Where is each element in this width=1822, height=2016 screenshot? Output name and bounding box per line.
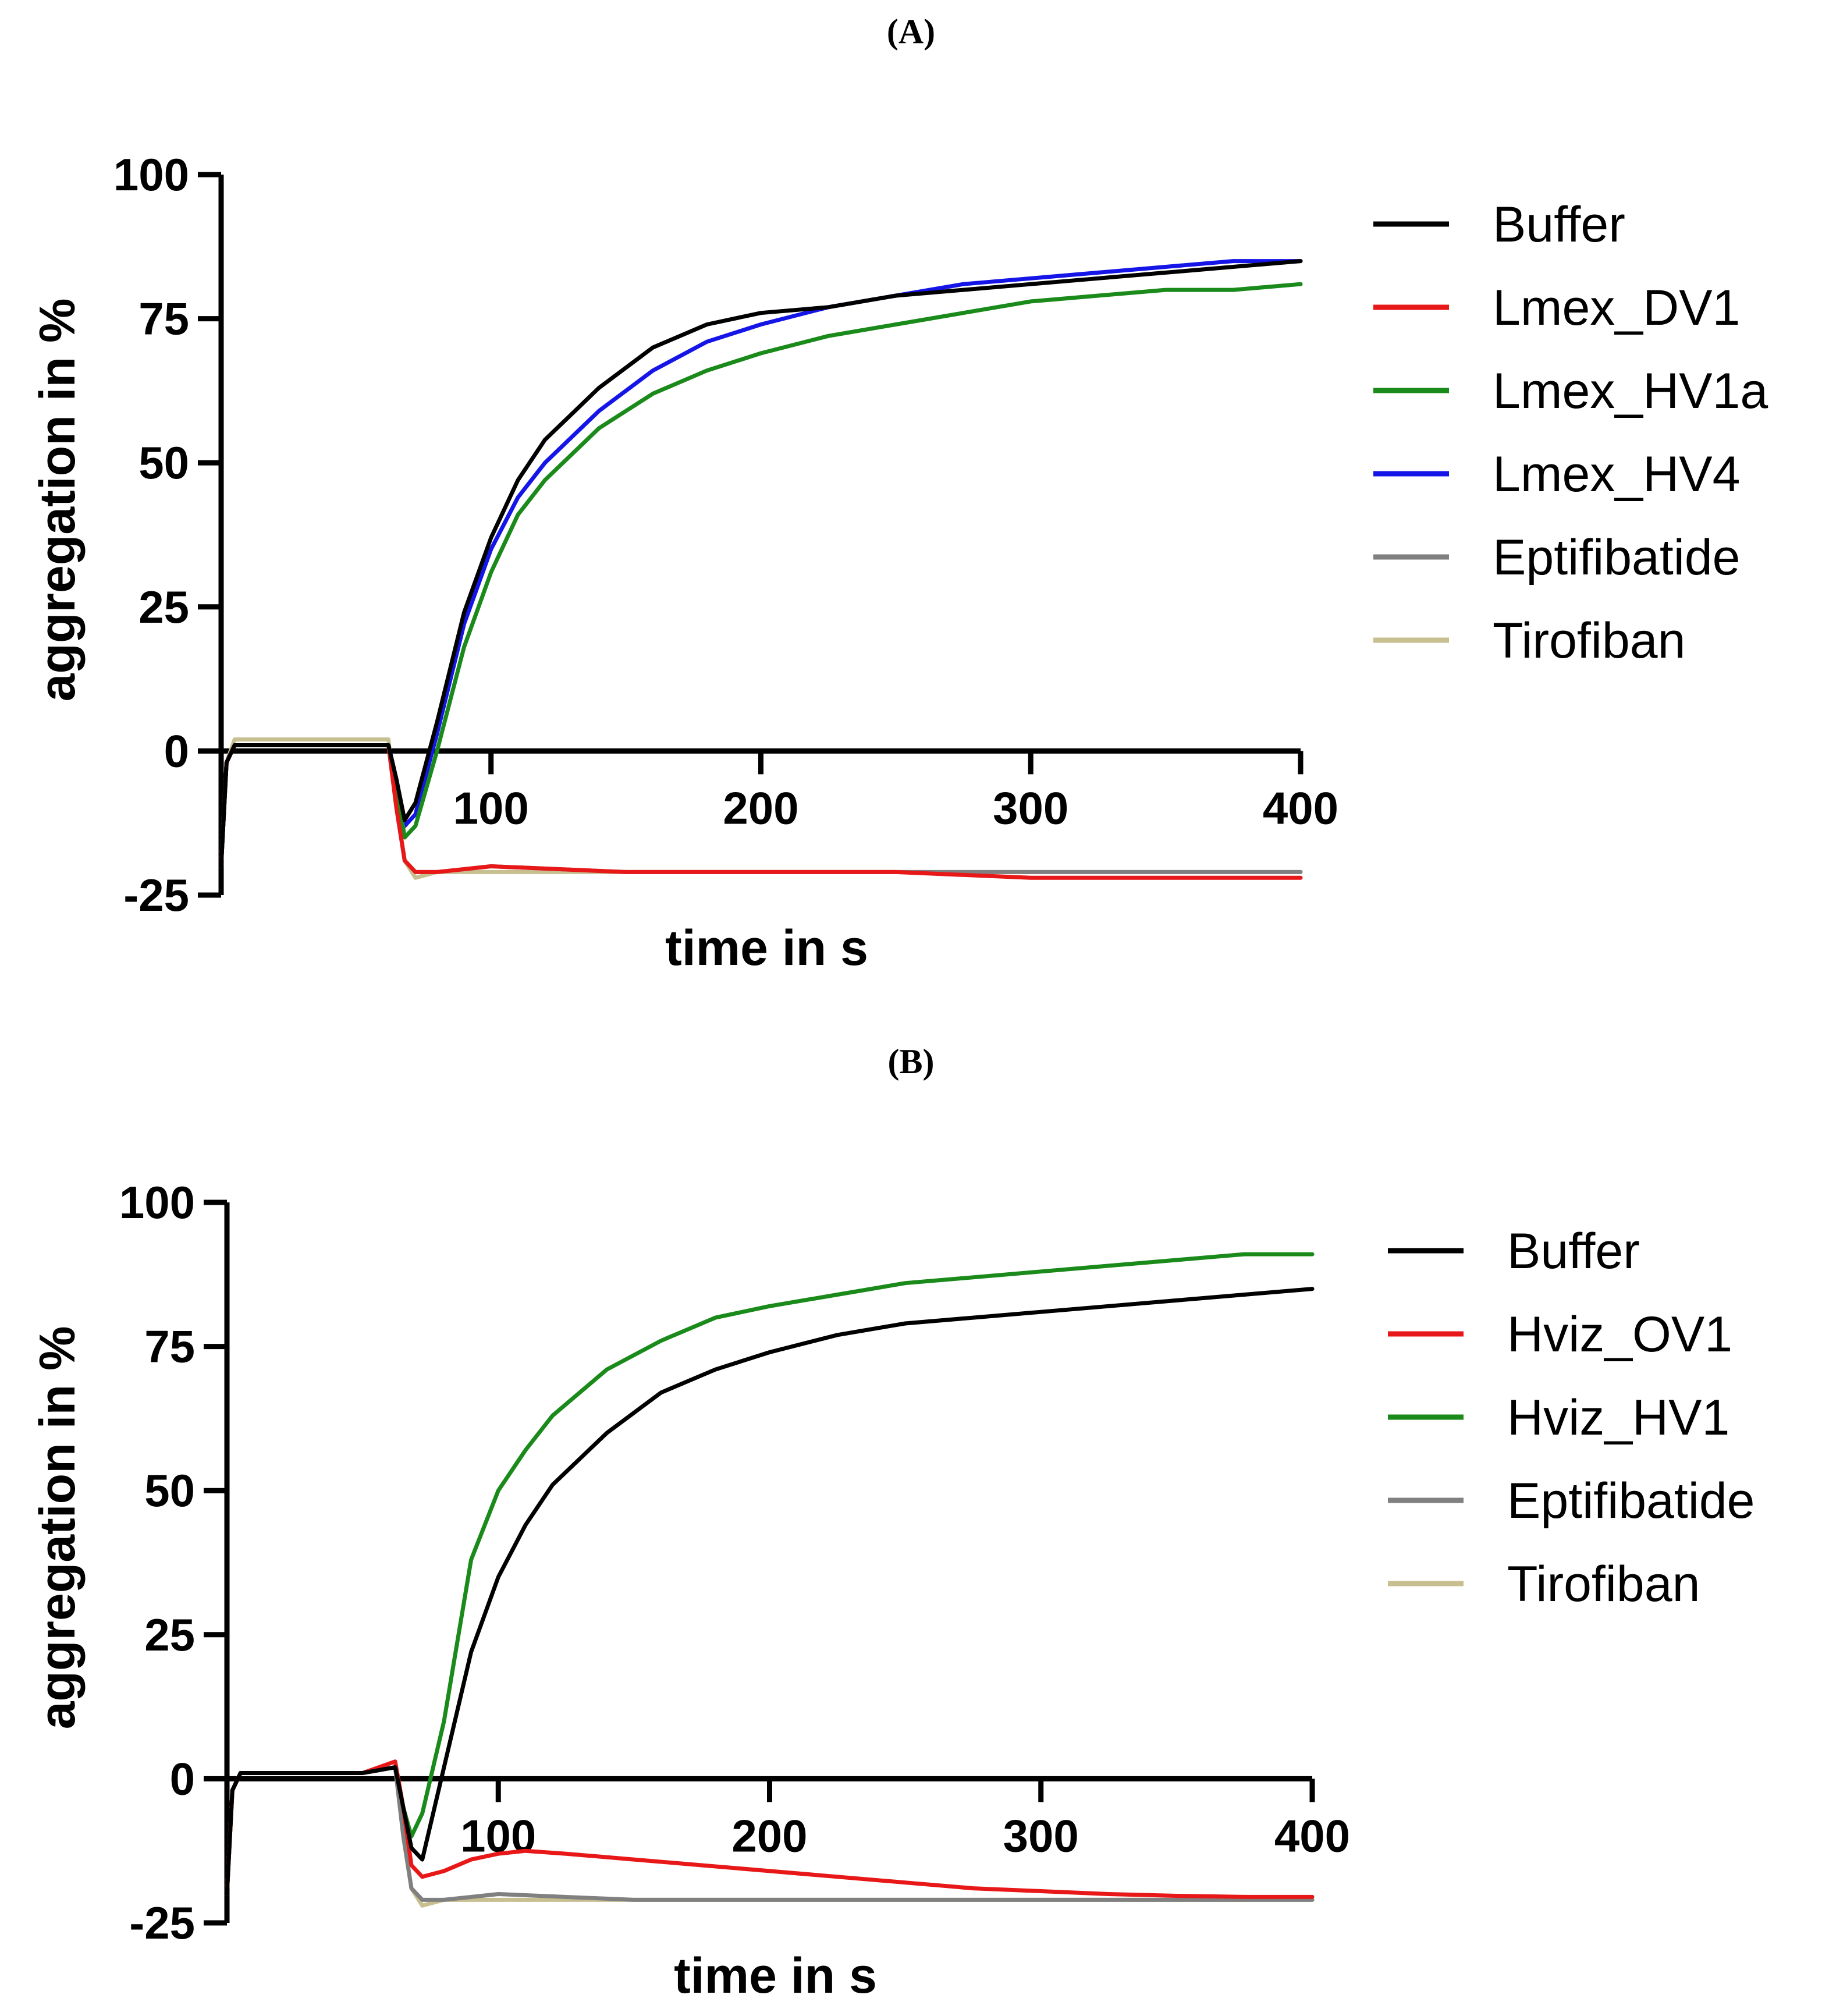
panel-b-label: (B) bbox=[887, 1042, 935, 1081]
x-axis-title: time in s bbox=[665, 920, 868, 976]
x-tick-label: 400 bbox=[1263, 782, 1338, 833]
legend-label: Buffer bbox=[1507, 1223, 1640, 1279]
y-axis-title: aggregation in % bbox=[30, 1326, 86, 1730]
legend-label: Hviz_HV1 bbox=[1507, 1390, 1729, 1446]
x-axis-title: time in s bbox=[674, 1948, 877, 2004]
x-tick-label: 400 bbox=[1274, 1810, 1350, 1861]
y-tick-label: -25 bbox=[129, 1897, 195, 1948]
legend-label: Eptifibatide bbox=[1493, 530, 1741, 585]
y-tick-label: 25 bbox=[144, 1609, 195, 1660]
legend-label: Eptifibatide bbox=[1507, 1473, 1755, 1529]
y-tick-label: 100 bbox=[113, 149, 189, 200]
legend-label: Tirofiban bbox=[1507, 1556, 1700, 1612]
legend-label: Lmex_HV4 bbox=[1493, 446, 1740, 502]
y-tick-label: 0 bbox=[170, 1753, 195, 1804]
series-line-lmex-hv1a bbox=[219, 282, 1303, 868]
y-tick-label: 50 bbox=[138, 437, 189, 488]
legend-label: Buffer bbox=[1493, 197, 1625, 253]
series-line-buffer bbox=[219, 259, 1303, 868]
y-tick-label: 75 bbox=[144, 1321, 195, 1372]
x-tick-label: 300 bbox=[993, 782, 1068, 833]
x-tick-label: 200 bbox=[731, 1810, 807, 1861]
x-tick-label: 300 bbox=[1003, 1810, 1079, 1861]
y-axis-title: aggregation in % bbox=[30, 299, 86, 702]
legend-label: Hviz_OV1 bbox=[1507, 1307, 1732, 1362]
legend-label: Lmex_DV1 bbox=[1493, 280, 1740, 336]
x-tick-label: 100 bbox=[453, 782, 529, 833]
y-tick-label: 100 bbox=[119, 1177, 195, 1228]
y-tick-label: -25 bbox=[123, 869, 189, 921]
y-tick-label: 50 bbox=[144, 1465, 195, 1516]
series-line-buffer bbox=[225, 1287, 1315, 1896]
y-tick-label: 75 bbox=[138, 293, 189, 345]
y-tick-label: 0 bbox=[164, 725, 189, 776]
chart-panel-a: 100 75 50 25 0 -25 100 200 300 400 time in s aggreg… bbox=[30, 149, 1768, 976]
y-tick-label: 25 bbox=[138, 581, 189, 633]
panel-a-label: (A) bbox=[886, 12, 936, 51]
legend-label: Lmex_HV1a bbox=[1493, 363, 1768, 419]
legend-label: Tirofiban bbox=[1493, 613, 1685, 669]
x-tick-label: 200 bbox=[723, 782, 798, 833]
